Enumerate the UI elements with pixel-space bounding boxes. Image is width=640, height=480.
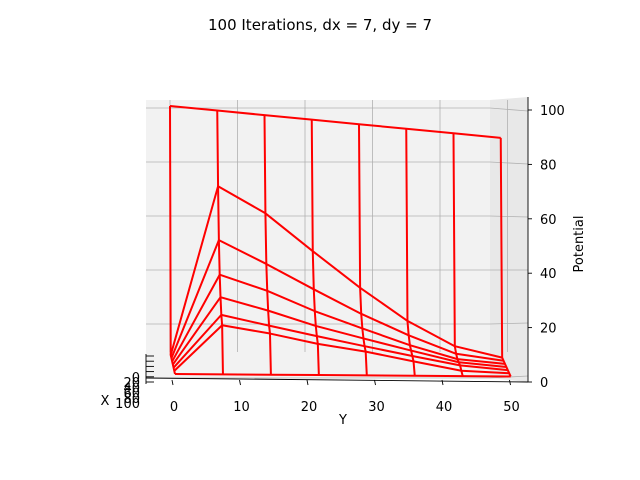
x-tick-label: 0 xyxy=(132,371,140,386)
axis-spines xyxy=(145,97,529,384)
z-axis-label: Potential xyxy=(572,216,587,273)
y-tick-mark xyxy=(171,379,174,386)
z-tick-label: 60 xyxy=(540,213,557,228)
y-tick-label: 50 xyxy=(503,400,520,415)
wire-line-x-1 xyxy=(169,185,503,359)
wire-line-y-0 xyxy=(169,105,176,375)
y-axis-label: Y xyxy=(338,413,347,428)
x-tick-label: 20 xyxy=(123,376,140,391)
chart-title: 100 Iterations, dx = 7, dy = 7 xyxy=(208,16,432,34)
y-tick-mark xyxy=(306,379,309,386)
wire-line-y-1 xyxy=(216,110,224,375)
y-tick-label: 30 xyxy=(368,400,385,415)
z-tick-label: 20 xyxy=(540,322,557,337)
y-tick-label: 20 xyxy=(301,400,318,415)
grid-line-z-side-4 xyxy=(489,161,529,165)
wire-line-x-3 xyxy=(171,273,506,365)
wire-line-y-6 xyxy=(452,133,464,377)
y-axis-line xyxy=(145,377,529,383)
wire-line-y-4 xyxy=(358,124,368,376)
grid-lines xyxy=(146,100,529,379)
x-tick-label: 60 xyxy=(123,387,140,402)
grid-line-z-side-1 xyxy=(489,322,529,325)
z-tick-label: 80 xyxy=(540,158,557,173)
y-tick-mark xyxy=(239,379,241,386)
wire-line-x-7 xyxy=(174,373,511,378)
x-tick-label: 40 xyxy=(123,381,140,396)
wire-line-y-5 xyxy=(405,128,416,376)
wire-line-x-4 xyxy=(172,296,507,369)
wire-line-x-6 xyxy=(173,324,510,375)
wire-line-x-2 xyxy=(170,239,504,362)
y-tick-label: 40 xyxy=(436,400,453,415)
back-pane xyxy=(146,97,528,382)
z-tick-label: 100 xyxy=(540,104,565,119)
wire-line-y-3 xyxy=(310,119,320,376)
y-tick-label: 10 xyxy=(233,400,250,415)
grid-line-z-side-5 xyxy=(489,107,529,112)
y-tick-label: 0 xyxy=(170,400,178,415)
y-tick-mark xyxy=(374,379,376,386)
x-tick-label: 100 xyxy=(115,397,140,412)
wireframe-surface xyxy=(169,105,512,378)
wire-line-y-2 xyxy=(263,115,272,375)
z-tick-label: 0 xyxy=(540,376,548,391)
z-tick-label: 40 xyxy=(540,267,557,282)
wire-line-y-7 xyxy=(499,137,512,377)
wire-line-x-5 xyxy=(172,313,508,372)
grid-line-z-side-3 xyxy=(489,215,529,218)
y-tick-mark xyxy=(441,379,444,386)
x-tick-label: 80 xyxy=(123,392,140,407)
x-axis-label: X xyxy=(101,394,110,409)
y-tick-mark xyxy=(509,379,511,386)
wire-line-x-0 xyxy=(169,105,501,139)
